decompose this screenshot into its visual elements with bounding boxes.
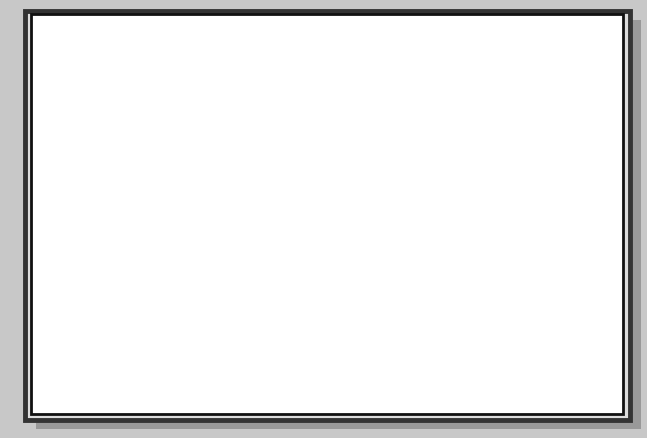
Polygon shape [360,118,382,228]
Polygon shape [246,118,269,233]
Text: Cristae: Cristae [221,323,265,381]
Text: Space between Inner
and Outer Membranes: Space between Inner and Outer Membranes [59,51,199,145]
Polygon shape [421,118,437,179]
Ellipse shape [471,189,492,221]
Polygon shape [267,213,289,318]
Text: Matrix: Matrix [367,222,532,272]
Text: 70S Ribosomes: 70S Ribosomes [382,159,595,199]
Polygon shape [228,234,251,318]
Polygon shape [284,118,306,239]
Polygon shape [322,118,344,233]
Polygon shape [392,118,413,212]
Polygon shape [376,257,395,318]
Ellipse shape [120,92,540,344]
Ellipse shape [155,118,505,318]
Polygon shape [342,219,364,318]
Polygon shape [208,118,230,212]
Ellipse shape [153,180,175,219]
Text: Inner Mitochondrial
Membrane: Inner Mitochondrial Membrane [30,260,165,357]
Text: Outer Mitochondrial
Membrane: Outer Mitochondrial Membrane [276,35,401,89]
Ellipse shape [149,223,173,266]
Polygon shape [304,208,327,318]
